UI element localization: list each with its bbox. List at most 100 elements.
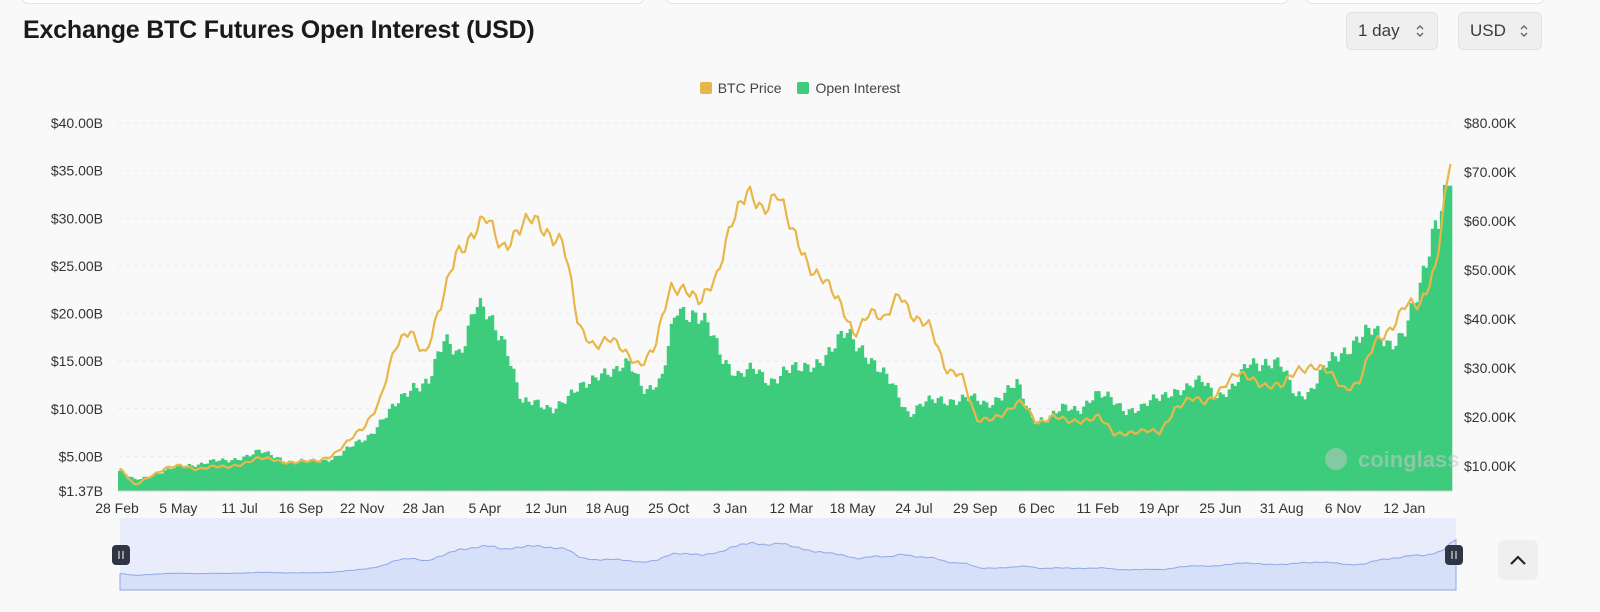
- open-interest-bar: [1088, 402, 1092, 491]
- open-interest-bar: [1224, 397, 1228, 491]
- open-interest-bar: [1142, 403, 1147, 491]
- navigator-handle-right[interactable]: [1445, 545, 1463, 565]
- open-interest-bar: [991, 405, 995, 491]
- open-interest-bar: [160, 473, 164, 491]
- open-interest-bar: [1124, 414, 1128, 491]
- open-interest-bar: [466, 325, 470, 491]
- y-right-tick-label: $10.00K: [1464, 458, 1517, 474]
- y-left-tick-label: $15.00B: [51, 353, 103, 369]
- open-interest-bar: [627, 360, 631, 491]
- open-interest-bar: [1167, 397, 1171, 491]
- open-interest-bar: [894, 385, 898, 491]
- open-interest-bar: [472, 314, 477, 491]
- open-interest-bar: [1251, 358, 1256, 491]
- x-tick-label: 5 Apr: [468, 500, 501, 516]
- interval-select[interactable]: 1 day: [1346, 12, 1438, 50]
- x-tick-label: 12 Mar: [770, 500, 814, 516]
- x-tick-label: 5 May: [159, 500, 197, 516]
- open-interest-bar: [321, 460, 325, 491]
- open-interest-bar: [700, 320, 704, 491]
- legend-item-open-interest[interactable]: Open Interest: [797, 80, 900, 96]
- open-interest-bar: [1361, 336, 1365, 491]
- open-interest-bar: [645, 389, 649, 491]
- open-interest-bar: [888, 383, 892, 491]
- open-interest-bar: [521, 402, 525, 491]
- open-interest-bar: [924, 401, 928, 491]
- open-interest-bar: [763, 383, 768, 491]
- open-interest-bar: [1194, 379, 1198, 491]
- open-interest-bar: [484, 319, 489, 491]
- x-tick-label: 11 Jul: [221, 500, 257, 516]
- open-interest-bar: [1148, 400, 1153, 491]
- open-interest-bar: [554, 408, 558, 491]
- open-interest-bar: [1376, 325, 1380, 491]
- open-interest-bar: [302, 460, 307, 491]
- open-interest-bar: [1342, 347, 1347, 491]
- open-interest-bar: [969, 395, 974, 491]
- open-interest-bar: [439, 351, 443, 491]
- open-interest-bar: [854, 351, 859, 491]
- open-interest-bar: [196, 464, 201, 491]
- open-interest-bar: [1285, 370, 1289, 491]
- open-interest-bar: [202, 464, 207, 491]
- open-interest-bar: [806, 364, 810, 491]
- y-left-tick-label: $1.37B: [59, 483, 103, 499]
- open-interest-bar: [1069, 409, 1074, 491]
- navigator-handle-left[interactable]: [112, 545, 130, 565]
- open-interest-bar: [681, 307, 686, 491]
- open-interest-bar: [406, 396, 410, 491]
- scroll-top-button[interactable]: [1498, 540, 1538, 580]
- open-interest-bar: [1394, 345, 1398, 491]
- open-interest-bar: [824, 354, 828, 491]
- open-interest-bar: [1373, 328, 1377, 491]
- open-interest-bar: [845, 333, 849, 491]
- open-interest-bar: [315, 461, 319, 491]
- open-interest-bar: [121, 470, 125, 491]
- open-interest-bar: [1079, 413, 1083, 491]
- open-interest-bar: [754, 373, 759, 491]
- watermark: coinglass: [1358, 447, 1459, 472]
- open-interest-bar: [1160, 394, 1165, 491]
- x-tick-label: 22 Nov: [340, 500, 384, 516]
- open-interest-bar: [906, 411, 910, 491]
- open-interest-bar: [487, 316, 492, 491]
- open-interest-bar: [1221, 394, 1225, 491]
- open-interest-bar: [272, 458, 276, 491]
- open-interest-bar: [475, 307, 480, 491]
- open-interest-bar: [1264, 358, 1268, 491]
- open-interest-bar: [875, 371, 880, 491]
- open-interest-bar: [500, 335, 504, 491]
- open-interest-bar: [1415, 302, 1419, 491]
- open-interest-bar: [979, 404, 983, 491]
- open-interest-bar: [478, 298, 483, 491]
- legend-label-open-interest: Open Interest: [815, 80, 901, 96]
- open-interest-bar: [1236, 382, 1241, 491]
- open-interest-bar: [1391, 349, 1395, 491]
- open-interest-bar: [327, 461, 331, 491]
- open-interest-bar: [809, 372, 813, 491]
- open-interest-bar: [557, 401, 561, 491]
- open-interest-bar: [1351, 340, 1356, 491]
- open-interest-bar: [1233, 385, 1238, 491]
- open-interest-bar: [636, 373, 640, 491]
- open-interest-bar: [1367, 327, 1371, 491]
- open-interest-bar: [469, 314, 474, 491]
- open-interest-bar: [433, 358, 437, 491]
- open-interest-bar: [715, 338, 719, 491]
- open-interest-bar: [606, 374, 610, 491]
- legend-item-price[interactable]: BTC Price: [699, 80, 781, 96]
- open-interest-bar: [721, 363, 725, 491]
- open-interest-bar: [1412, 303, 1416, 491]
- y-left-tick-label: $25.00B: [51, 258, 103, 274]
- open-interest-bar: [351, 446, 355, 491]
- open-interest-bar: [1276, 357, 1280, 491]
- open-interest-bar: [1057, 411, 1062, 491]
- open-interest-bar: [560, 402, 564, 491]
- open-interest-bar: [363, 440, 367, 491]
- open-interest-bar: [936, 398, 940, 491]
- open-interest-bar: [1154, 398, 1159, 491]
- currency-select[interactable]: USD: [1458, 12, 1542, 50]
- open-interest-bar: [354, 441, 358, 491]
- open-interest-bar: [1021, 398, 1025, 491]
